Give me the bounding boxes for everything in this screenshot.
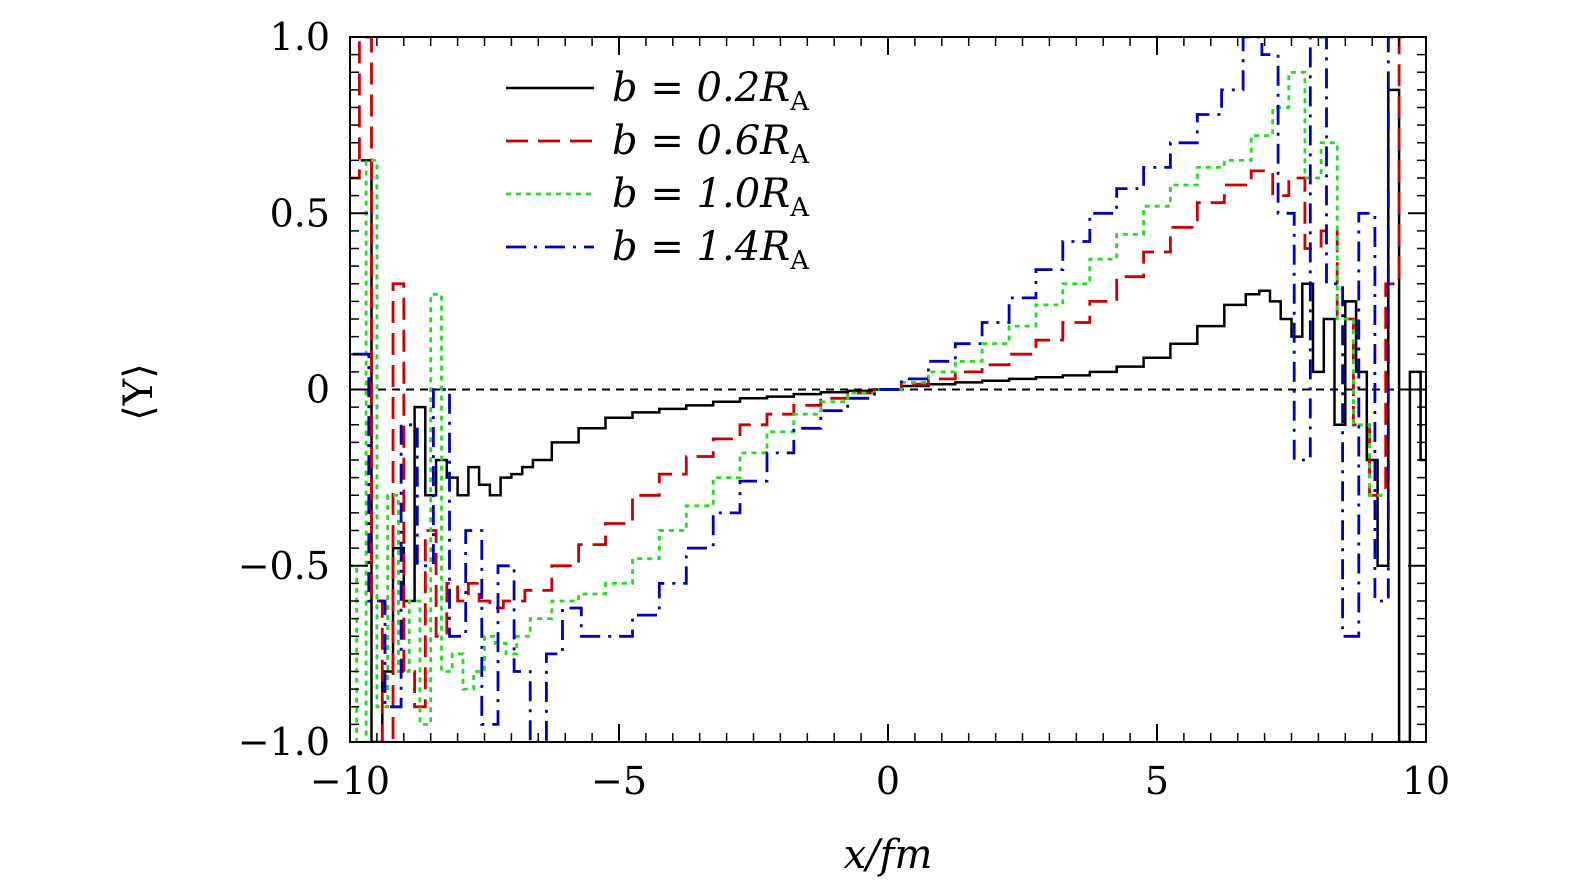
- x-tick-label: 10: [1402, 759, 1450, 803]
- legend-subscript: A: [789, 87, 810, 117]
- legend-subscript: A: [789, 193, 810, 223]
- y-tick-label: −1.0: [238, 720, 330, 764]
- y-tick-label: 0.5: [270, 191, 330, 235]
- legend-label-1: b = 0.2RA: [612, 65, 810, 117]
- y-tick-label: 0: [306, 368, 330, 412]
- legend-subscript: A: [789, 140, 810, 170]
- x-tick-label: −5: [591, 759, 647, 803]
- legend-label-4: b = 1.4RA: [612, 224, 810, 276]
- series-line-3: [350, 70, 1386, 742]
- series-line-1: [360, 88, 1426, 742]
- legend-label-2: b = 0.6RA: [612, 118, 810, 170]
- x-tick-label: −10: [310, 759, 390, 803]
- minor-tick-layer: [350, 37, 1426, 742]
- plot-frame: [349, 36, 1427, 743]
- y-tick-label: −0.5: [238, 544, 330, 588]
- legend-subscript: A: [789, 246, 810, 276]
- y-axis-label: ⟨Y⟩: [116, 363, 162, 421]
- legend-label-3: b = 1.0RA: [612, 171, 810, 223]
- x-axis-label: x/fm: [844, 832, 933, 878]
- y-tick-label: 1.0: [270, 15, 330, 59]
- series-line-4: [352, 37, 1400, 742]
- x-tick-label: 5: [1145, 759, 1169, 803]
- series-layer: [350, 37, 1426, 742]
- x-tick-label: 0: [876, 759, 900, 803]
- x-tick-labels: −10 −5 0 5 10: [310, 759, 1450, 803]
- y-tick-labels: 1.0 0.5 0 −0.5 −1.0: [238, 15, 330, 764]
